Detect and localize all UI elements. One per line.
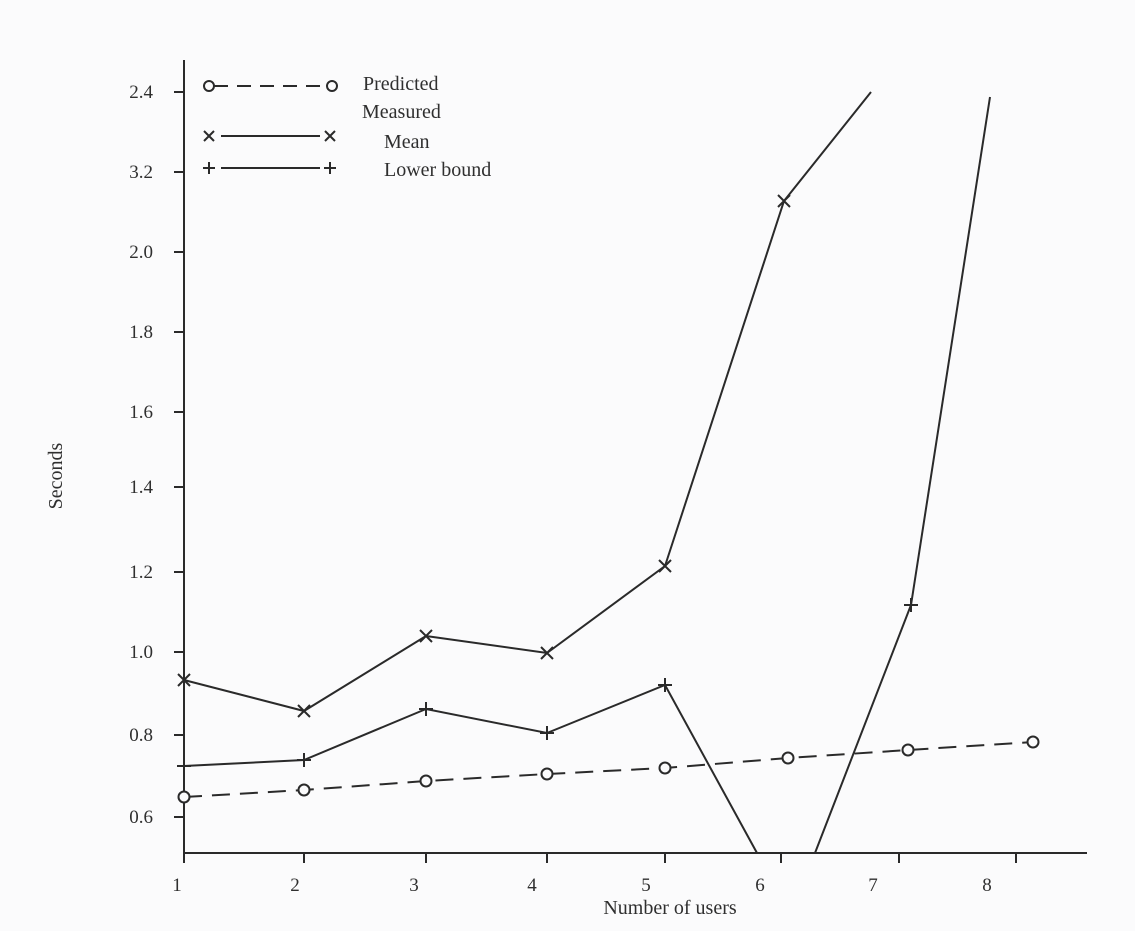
x-tick-label: 7 xyxy=(868,875,878,896)
x-tick-label: 5 xyxy=(641,875,651,896)
series-predicted xyxy=(177,735,1040,804)
y-tick-label: 3.2 xyxy=(129,162,153,183)
y-tick-label: 0.8 xyxy=(129,725,153,746)
series-measured-lower-bound xyxy=(177,96,991,854)
y-tick-label: 1.6 xyxy=(129,402,153,423)
x-ticks xyxy=(183,843,1017,863)
legend-label-lower-bound: Lower bound xyxy=(384,159,491,181)
x-tick-label: 8 xyxy=(982,875,992,896)
legend: Predicted Measured Mean Lower bound xyxy=(203,73,491,181)
y-tick-label: 1.2 xyxy=(129,562,153,583)
y-tick-label: 0.6 xyxy=(129,807,153,828)
y-tick-label: 1.0 xyxy=(129,642,153,663)
y-tick-label: 1.4 xyxy=(129,477,153,498)
x-tick-label: 3 xyxy=(409,875,419,896)
y-tick-labels: 2.4 3.2 2.0 1.8 1.6 1.4 1.2 1.0 0.8 0.6 xyxy=(129,82,153,828)
legend-label-predicted: Predicted xyxy=(363,73,439,95)
y-ticks xyxy=(174,91,184,818)
series-measured-mean xyxy=(177,91,872,718)
circle-markers xyxy=(177,735,1040,804)
y-axis-title: Seconds xyxy=(45,442,67,509)
x-tick-label: 4 xyxy=(527,875,537,896)
x-axis-title: Number of users xyxy=(603,897,737,919)
x-tick-label: 6 xyxy=(755,875,765,896)
y-tick-label: 1.8 xyxy=(129,322,153,343)
legend-item-lower-bound xyxy=(203,162,336,174)
legend-item-mean xyxy=(203,130,336,142)
x-tick-label: 2 xyxy=(290,875,300,896)
y-tick-label: 2.0 xyxy=(129,242,153,263)
axes xyxy=(183,60,1087,854)
y-tick-label: 2.4 xyxy=(129,82,153,103)
x-tick-labels: 1 2 3 4 5 6 7 8 xyxy=(172,875,992,896)
plus-markers xyxy=(177,598,918,773)
x-tick-label: 1 xyxy=(172,875,182,896)
x-markers xyxy=(177,194,791,718)
legend-item-predicted xyxy=(203,80,338,92)
legend-heading-measured: Measured xyxy=(362,101,441,123)
legend-label-mean: Mean xyxy=(384,131,430,153)
